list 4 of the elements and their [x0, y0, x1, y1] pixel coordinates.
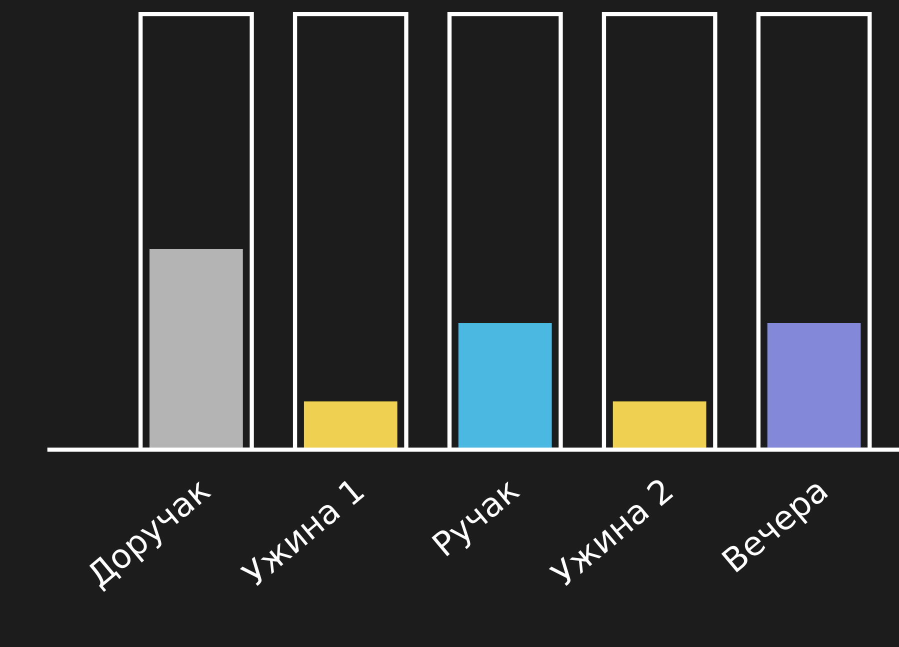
bar: [304, 401, 398, 450]
bar: [458, 322, 552, 450]
bar: [767, 322, 861, 450]
bar: [612, 401, 706, 450]
